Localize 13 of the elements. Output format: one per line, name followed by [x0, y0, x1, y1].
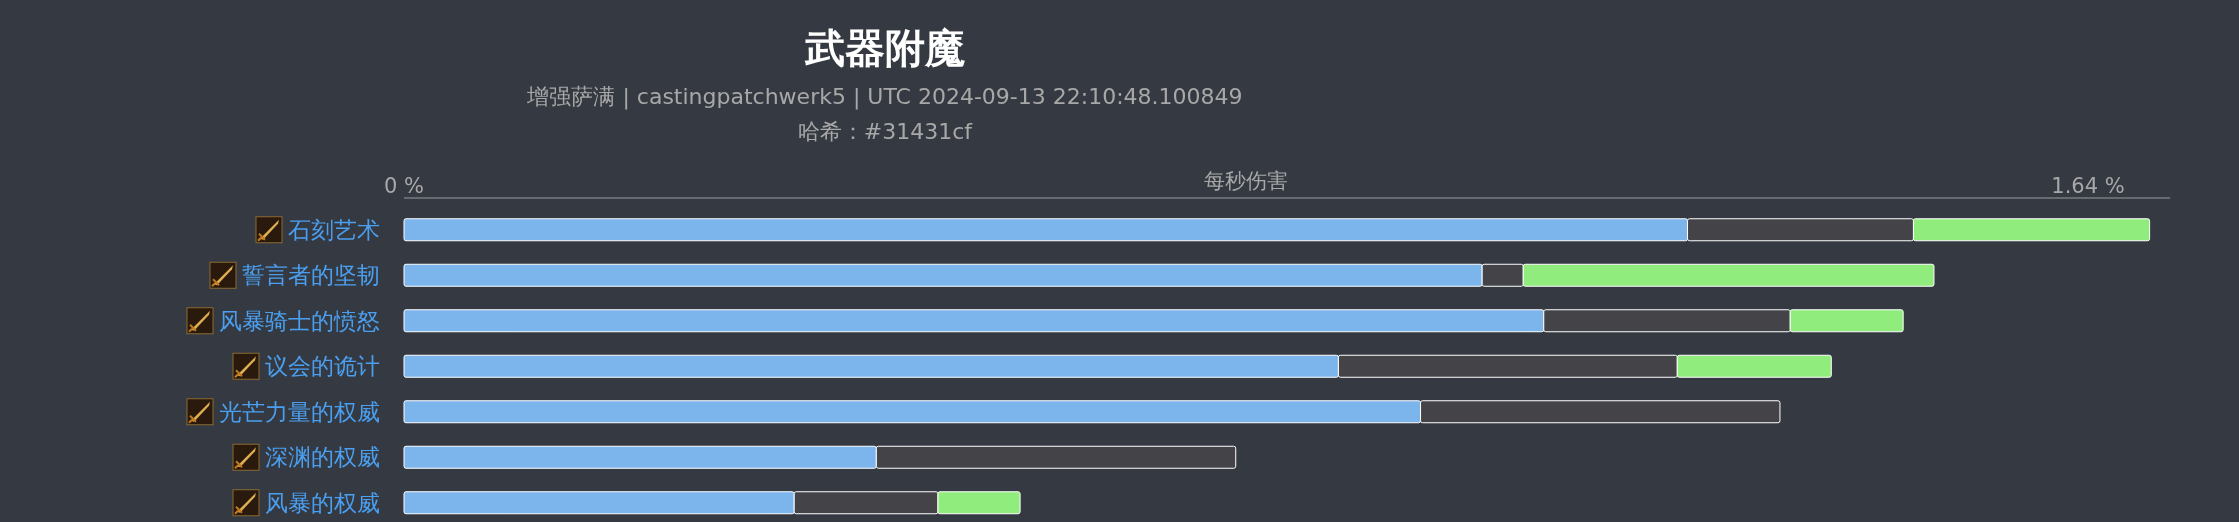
y-tick-label: 石刻艺术: [288, 216, 380, 243]
y-tick-label: 风暴骑士的愤怒: [219, 307, 380, 334]
chart-title: 武器附魔: [804, 25, 965, 71]
chart-subtitle: 增强萨满 | castingpatchwerk5 | UTC 2024-09-13 22:10:48.100849: [526, 84, 1243, 110]
y-tick-label: 誓言者的坚韧: [242, 262, 380, 289]
x-tick-label: 0 %: [384, 174, 424, 198]
y-tick-label: 议会的诡计: [265, 353, 380, 380]
y-tick-label: 风暴的权威: [265, 489, 380, 516]
x-axis-title: 每秒伤害: [1204, 169, 1288, 193]
x-tick-label: 1.64 %: [2051, 174, 2125, 198]
text: 哈希：#31431cf: [797, 119, 974, 144]
y-tick-label: 深渊的权威: [265, 444, 380, 471]
y-tick-label: 光芒力量的权威: [219, 398, 380, 425]
